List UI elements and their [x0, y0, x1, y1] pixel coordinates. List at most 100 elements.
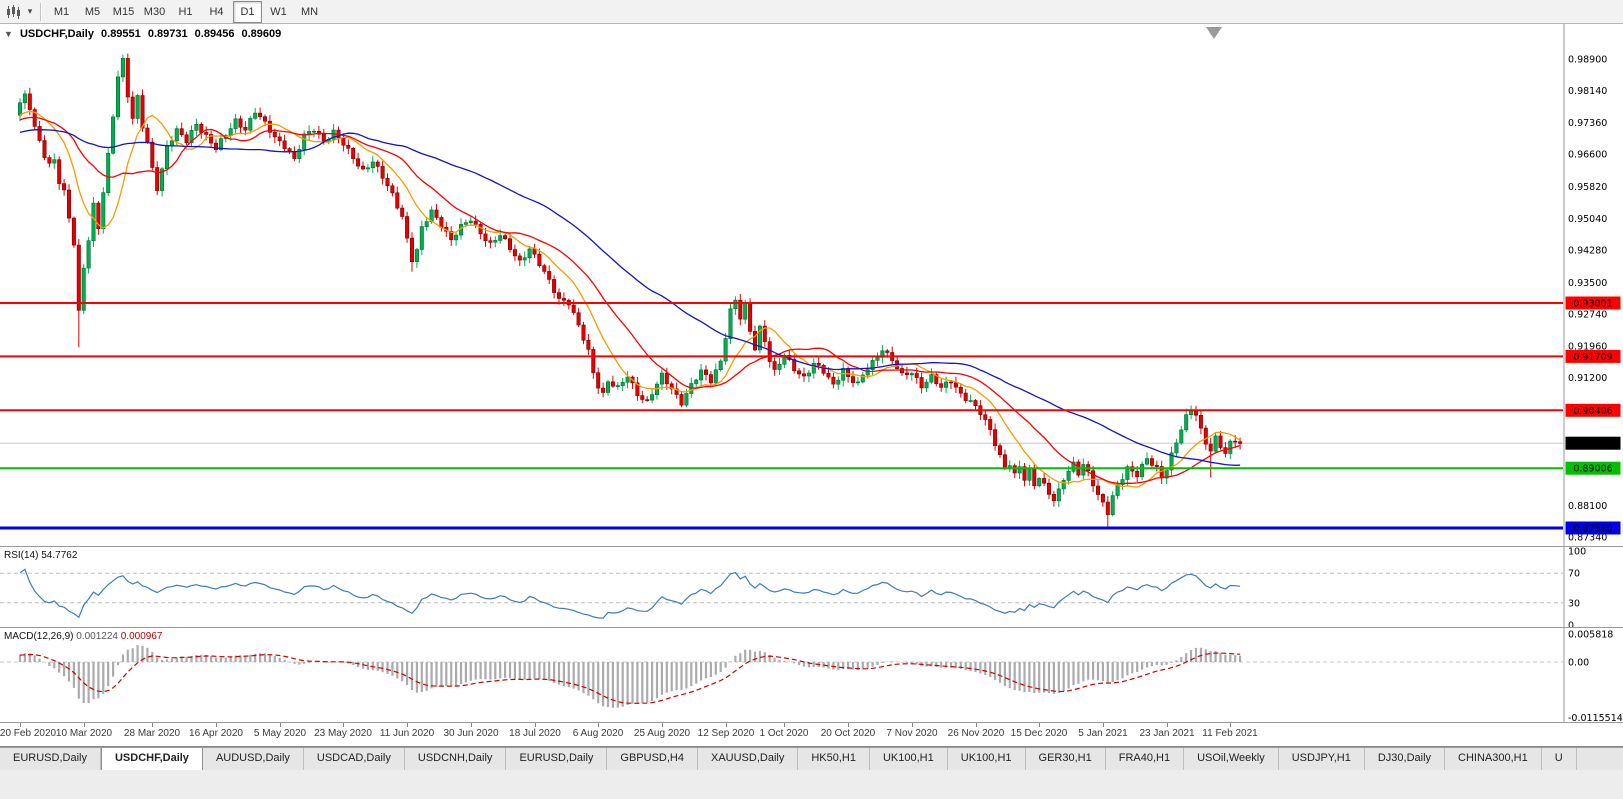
- svg-text:0.87560: 0.87560: [1573, 524, 1612, 535]
- macd-indicator-panel[interactable]: 0.005818 0.00 -0.0115514: [0, 628, 1623, 722]
- toolbar-separator: [40, 2, 42, 21]
- window-bottom-filler: [0, 770, 1623, 799]
- chart-tab-fra40-h1[interactable]: FRA40,H1: [1105, 748, 1185, 770]
- rsi-indicator-panel[interactable]: 100 70 30 0: [0, 547, 1623, 627]
- chart-type-icon[interactable]: [2, 2, 24, 22]
- time-axis-tick: [1039, 723, 1040, 727]
- symbol-label: USDCHF,Daily: [19, 28, 94, 40]
- svg-text:0.91709: 0.91709: [1573, 352, 1612, 363]
- time-axis-tick: [20, 723, 21, 727]
- time-axis-section[interactable]: 20 Feb 2020 10 Mar 2020 28 Mar 2020 16 Apr …: [0, 723, 1623, 747]
- chart-tab-usoil-weekly[interactable]: USOil,Weekly: [1184, 748, 1279, 770]
- svg-text:0: 0: [1568, 621, 1574, 628]
- timeframe-button-m1[interactable]: M1: [53, 5, 70, 18]
- svg-text:0.96600: 0.96600: [1568, 150, 1607, 161]
- chart-tab-eurusd-daily[interactable]: EURUSD,Daily: [0, 748, 101, 770]
- time-axis[interactable]: 20 Feb 2020 10 Mar 2020 28 Mar 2020 16 Apr …: [0, 723, 1623, 746]
- timeframe-button-h4[interactable]: H4: [209, 5, 224, 18]
- chart-tab-usdcad-daily[interactable]: USDCAD,Daily: [303, 748, 405, 770]
- chart-tab-eurusd-daily[interactable]: EURUSD,Daily: [506, 748, 608, 770]
- timeframe-button-m5[interactable]: M5: [84, 5, 101, 18]
- macd-main-value: 0.001224: [76, 631, 118, 642]
- time-axis-label: 11 Feb 2021: [1202, 728, 1258, 739]
- timeframe-button-h1[interactable]: H1: [178, 5, 193, 18]
- chart-tab-uk100-h1[interactable]: UK100,H1: [947, 748, 1026, 770]
- macd-name: MACD(12,26,9): [4, 631, 74, 642]
- timeframe-button-mn[interactable]: MN: [300, 5, 319, 18]
- chart-tab-u[interactable]: U: [1541, 748, 1577, 770]
- ohlc-close: 0.89609: [241, 28, 282, 40]
- rsi-label: RSI(14) 54.7762: [4, 550, 77, 561]
- time-axis-label: 1 Oct 2020: [759, 728, 809, 739]
- main-price-chart[interactable]: 0.98900 0.98140 0.97360 0.96600 0.95820 0.950…: [0, 24, 1623, 546]
- time-axis-tick: [84, 723, 85, 727]
- ohlc-low: 0.89456: [194, 28, 235, 40]
- svg-text:0.00: 0.00: [1568, 658, 1589, 669]
- svg-text:0.89006: 0.89006: [1573, 464, 1612, 475]
- macd-section: 0.005818 0.00 -0.0115514 MACD(12,26,9) 0.0…: [0, 628, 1623, 723]
- time-axis-tick: [1167, 723, 1168, 727]
- time-axis-tick: [848, 723, 849, 727]
- time-axis-label: 26 Nov 2020: [947, 728, 1005, 739]
- svg-text:0.93500: 0.93500: [1568, 278, 1607, 289]
- time-axis-tick: [726, 723, 727, 727]
- svg-text:30: 30: [1568, 598, 1580, 609]
- svg-text:0.95040: 0.95040: [1568, 214, 1607, 225]
- svg-text:0.95820: 0.95820: [1568, 182, 1607, 193]
- svg-text:0.88100: 0.88100: [1568, 501, 1607, 512]
- time-axis-label: 23 Jan 2021: [1139, 728, 1195, 739]
- time-axis-tick: [407, 723, 408, 727]
- chart-shift-marker[interactable]: [1206, 27, 1222, 39]
- time-axis-tick: [471, 723, 472, 727]
- chart-tab-audusd-daily[interactable]: AUDUSD,Daily: [202, 748, 304, 770]
- timeframe-button-d1[interactable]: D1: [233, 0, 262, 23]
- chart-tab-xauusd-daily[interactable]: XAUUSD,Daily: [697, 748, 799, 770]
- svg-text:-0.0115514: -0.0115514: [1568, 713, 1623, 722]
- time-axis-label: 5 Jan 2021: [1078, 728, 1128, 739]
- svg-text:0.94280: 0.94280: [1568, 246, 1607, 257]
- candlestick-chart-icon: [7, 4, 20, 19]
- rsi-value: 54.7762: [41, 550, 78, 561]
- chart-tab-ger30-h1[interactable]: GER30,H1: [1025, 748, 1106, 770]
- time-axis-label: 10 Mar 2020: [55, 728, 113, 739]
- time-axis-tick: [535, 723, 536, 727]
- timeframe-button-w1[interactable]: W1: [270, 5, 287, 18]
- timeframe-button-m30[interactable]: M30: [143, 5, 166, 18]
- rsi-section: 100 70 30 0 RSI(14) 54.7762: [0, 547, 1623, 628]
- time-axis-tick: [152, 723, 153, 727]
- svg-text:0.91960: 0.91960: [1568, 342, 1607, 353]
- svg-text:0.97360: 0.97360: [1568, 118, 1607, 129]
- chart-tab-usdcnh-daily[interactable]: USDCNH,Daily: [404, 748, 507, 770]
- time-axis-tick: [662, 723, 663, 727]
- time-axis-label: 20 Oct 2020: [820, 728, 876, 739]
- chart-tab-usdchf-daily[interactable]: USDCHF,Daily: [100, 748, 203, 770]
- ohlc-open: 0.89551: [101, 28, 141, 40]
- chart-tab-china300-h1[interactable]: CHINA300,H1: [1445, 748, 1542, 770]
- time-axis-tick: [912, 723, 913, 727]
- time-axis-label: 15 Dec 2020: [1010, 728, 1068, 739]
- svg-text:0.91200: 0.91200: [1568, 373, 1607, 384]
- time-axis-label: 16 Apr 2020: [189, 728, 243, 739]
- time-axis-label: 12 Sep 2020: [697, 728, 755, 739]
- collapse-arrow-icon[interactable]: ▼: [4, 29, 13, 39]
- chevron-down-icon[interactable]: ▾: [27, 6, 33, 16]
- svg-text:0.93001: 0.93001: [1573, 299, 1612, 310]
- time-axis-label: 5 May 2020: [253, 728, 307, 739]
- time-axis-label: 11 Jun 2020: [379, 728, 435, 739]
- time-axis-label: 28 Mar 2020: [123, 728, 181, 739]
- ohlc-high: 0.89731: [147, 28, 188, 40]
- svg-text:0.005818: 0.005818: [1568, 630, 1613, 641]
- chart-ohlc-title: ▼ USDCHF,Daily 0.89551 0.89731 0.89456 0…: [4, 28, 285, 40]
- time-axis-label: 18 Jul 2020: [509, 728, 561, 739]
- svg-text:0.98140: 0.98140: [1568, 86, 1607, 97]
- chart-tab-usdjpy-h1[interactable]: USDJPY,H1: [1278, 748, 1365, 770]
- chart-tab-uk100-h1[interactable]: UK100,H1: [869, 748, 948, 770]
- timeframe-button-m15[interactable]: M15: [112, 5, 135, 18]
- svg-text:70: 70: [1568, 569, 1580, 580]
- time-axis-label: 6 Aug 2020: [572, 728, 624, 739]
- chart-tab-gbpusd-h4[interactable]: GBPUSD,H4: [607, 748, 698, 770]
- chart-tab-hk50-h1[interactable]: HK50,H1: [798, 748, 870, 770]
- timeframe-toolbar: ▾ M1 M5 M15 M30 H1 H4 D1 W1 MN: [0, 0, 1623, 24]
- chart-tab-dj30-daily[interactable]: DJ30,Daily: [1364, 748, 1446, 770]
